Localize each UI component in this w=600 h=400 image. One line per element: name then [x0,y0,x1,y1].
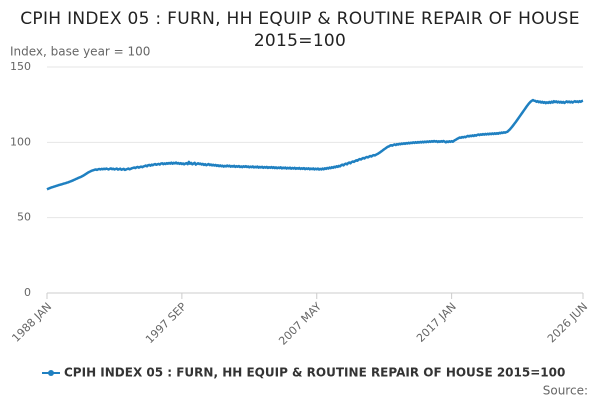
y-tick-label: 150 [10,60,31,73]
chart-title: CPIH INDEX 05 : FURN, HH EQUIP & ROUTINE… [20,9,580,51]
data-line [46,98,584,191]
x-tick-label: 1988 JAN [9,300,54,345]
source: Source: [543,384,588,398]
y-tick-label: 0 [24,286,31,299]
x-tick-label: 2017 JAN [414,300,459,345]
x-tick-label: 2007 MAY [276,300,324,348]
x-tick-label: 1997 SEP [143,300,189,346]
x-tick-label: 2026 JUN [545,300,590,345]
legend-marker [48,370,54,376]
legend-label: CPIH INDEX 05 : FURN, HH EQUIP & ROUTINE… [64,366,565,380]
y-axis-label: Index, base year = 100 [10,45,150,59]
y-tick-label: 50 [17,211,31,224]
y-tick-label: 100 [10,135,31,148]
